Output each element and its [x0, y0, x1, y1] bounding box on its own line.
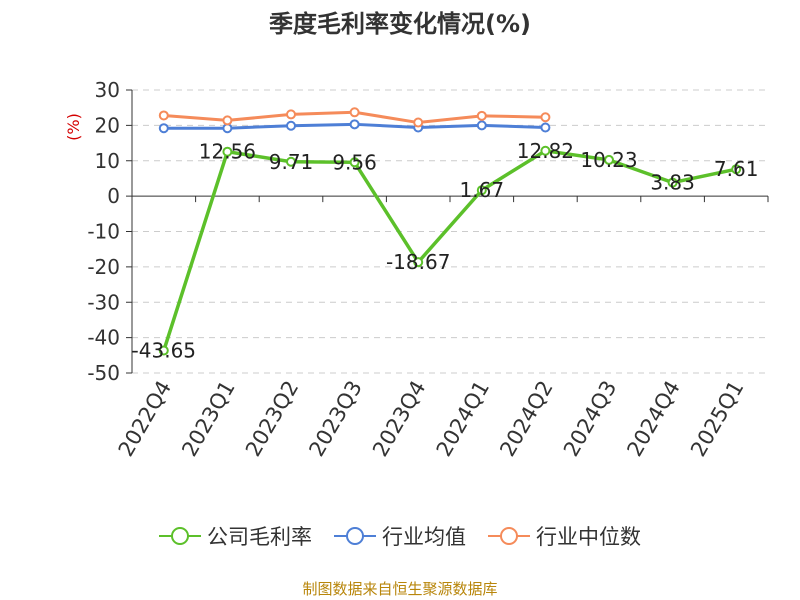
data-label: 10.23 [580, 148, 637, 172]
data-point [158, 110, 169, 121]
data-point [413, 257, 424, 268]
source-note: 制图数据来自恒生聚源数据库 [302, 580, 498, 598]
x-tick-label: 2023Q1 [177, 377, 239, 461]
data-point [413, 117, 424, 128]
data-label: 12.56 [199, 140, 256, 164]
data-label: -43.65 [132, 339, 196, 363]
x-tick-label: 2023Q3 [304, 377, 366, 461]
legend-label: 行业均值 [382, 525, 466, 549]
x-tick-label: 2025Q1 [686, 377, 748, 461]
data-point [222, 146, 233, 157]
data-label: 9.71 [269, 150, 314, 174]
data-point [667, 177, 678, 188]
data-label: 7.61 [714, 157, 759, 181]
data-point [158, 345, 169, 356]
data-label: 12.82 [517, 139, 574, 163]
legend-item: 行业均值 [334, 521, 466, 551]
data-point [222, 115, 233, 126]
y-tick-label: -10 [87, 220, 120, 244]
x-tick-label: 2022Q4 [114, 377, 176, 461]
data-point [286, 156, 296, 167]
data-label: -18.67 [386, 250, 450, 274]
y-tick-label: -20 [87, 255, 120, 279]
legend-marker [334, 527, 376, 545]
data-point [476, 185, 487, 196]
y-tick-label: 30 [95, 78, 120, 102]
data-point [540, 145, 551, 156]
data-point [476, 120, 487, 131]
legend: 公司毛利率 行业均值 行业中位数 [0, 520, 800, 552]
chart-title: 季度毛利率变化情况(%) [269, 10, 531, 38]
data-point [540, 122, 551, 133]
legend-item: 公司毛利率 [159, 521, 312, 551]
legend-marker [159, 527, 201, 545]
legend-marker [488, 527, 530, 545]
y-tick-label: 0 [107, 184, 120, 208]
y-tick-label: -40 [87, 326, 120, 350]
x-tick-label: 2024Q3 [559, 377, 621, 461]
data-point [349, 107, 360, 118]
y-tick-label: 20 [95, 113, 120, 137]
y-tick-label: -50 [87, 361, 120, 385]
data-point [476, 110, 487, 121]
x-tick-label: 2023Q4 [368, 377, 430, 461]
legend-label: 行业中位数 [536, 525, 641, 549]
data-label: 3.83 [650, 171, 695, 195]
data-point [286, 109, 296, 120]
x-tick-label: 2024Q2 [495, 377, 557, 461]
x-tick-label: 2024Q4 [622, 377, 684, 461]
y-tick-label: -30 [87, 290, 120, 314]
data-point [604, 154, 614, 165]
series-line [162, 148, 737, 352]
x-tick-label: 2024Q1 [432, 377, 494, 461]
data-label: 1.67 [460, 178, 505, 202]
data-point [349, 119, 360, 130]
data-point [540, 112, 551, 123]
data-point [349, 157, 360, 168]
legend-label: 公司毛利率 [207, 525, 312, 549]
y-axis-label: (%) [64, 113, 83, 141]
data-point [286, 120, 296, 131]
data-label: 9.56 [332, 150, 377, 174]
x-tick-label: 2023Q2 [241, 377, 303, 461]
data-point [158, 123, 169, 134]
data-point [731, 164, 742, 175]
y-tick-label: 10 [95, 149, 120, 173]
legend-item: 行业中位数 [488, 521, 641, 551]
